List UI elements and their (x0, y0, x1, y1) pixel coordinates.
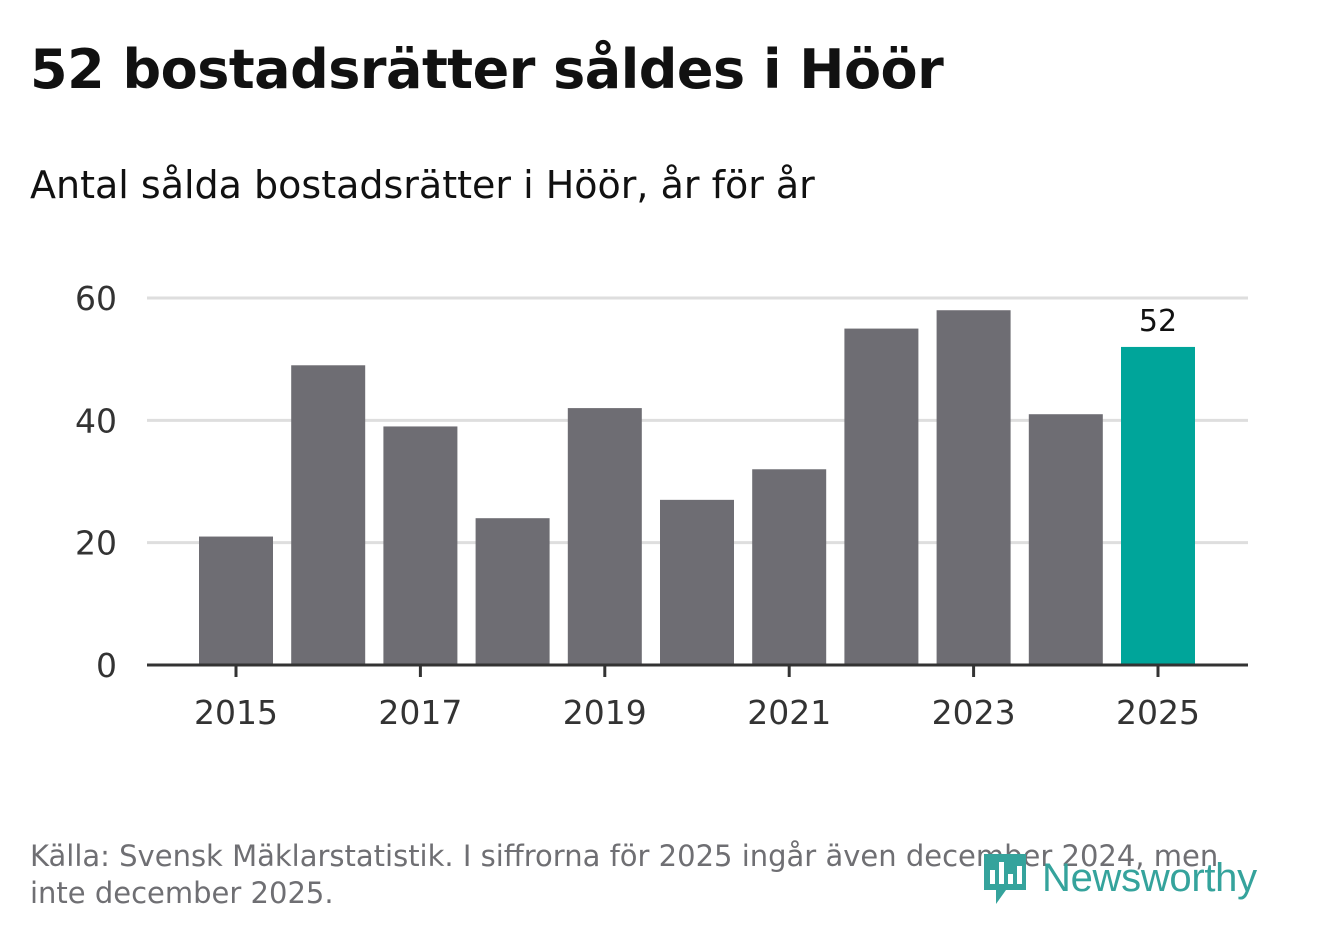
x-tick-label: 2015 (194, 693, 278, 732)
y-tick-label: 0 (96, 646, 117, 685)
x-tick-label: 2023 (932, 693, 1016, 732)
y-tick-label: 20 (75, 524, 117, 563)
chart-subtitle: Antal sålda bostadsrätter i Höör, år för… (30, 163, 815, 207)
logo-text: Newsworthy (1042, 855, 1257, 900)
y-tick-label: 60 (75, 279, 117, 318)
bar-chart: 0 20 40 60 2015 2017 2019 2021 2023 2025 52 (75, 279, 1248, 732)
bar-2019 (567, 408, 642, 665)
x-tick-label: 2025 (1116, 693, 1200, 732)
y-tick-label: 40 (75, 401, 117, 440)
newsworthy-chart-bubble-icon (984, 854, 1026, 904)
x-tick-label: 2017 (378, 693, 462, 732)
bar-2025 (1121, 346, 1195, 665)
bar-2021 (752, 469, 827, 665)
bar-2017 (383, 426, 458, 665)
bar-2018 (475, 518, 550, 665)
brand-logo: Newsworthy (980, 848, 1257, 908)
bar-2016 (291, 365, 366, 665)
bar-2015 (199, 536, 273, 665)
bar-2020 (660, 499, 734, 665)
x-tick-label: 2021 (747, 693, 831, 732)
x-tick-label: 2019 (563, 693, 647, 732)
bar-2024 (1028, 414, 1103, 665)
bar-2023 (936, 310, 1011, 665)
chart-title: 52 bostadsrätter såldes i Höör (30, 38, 944, 101)
bar-2022 (844, 328, 919, 665)
data-label: 52 (1139, 304, 1177, 339)
